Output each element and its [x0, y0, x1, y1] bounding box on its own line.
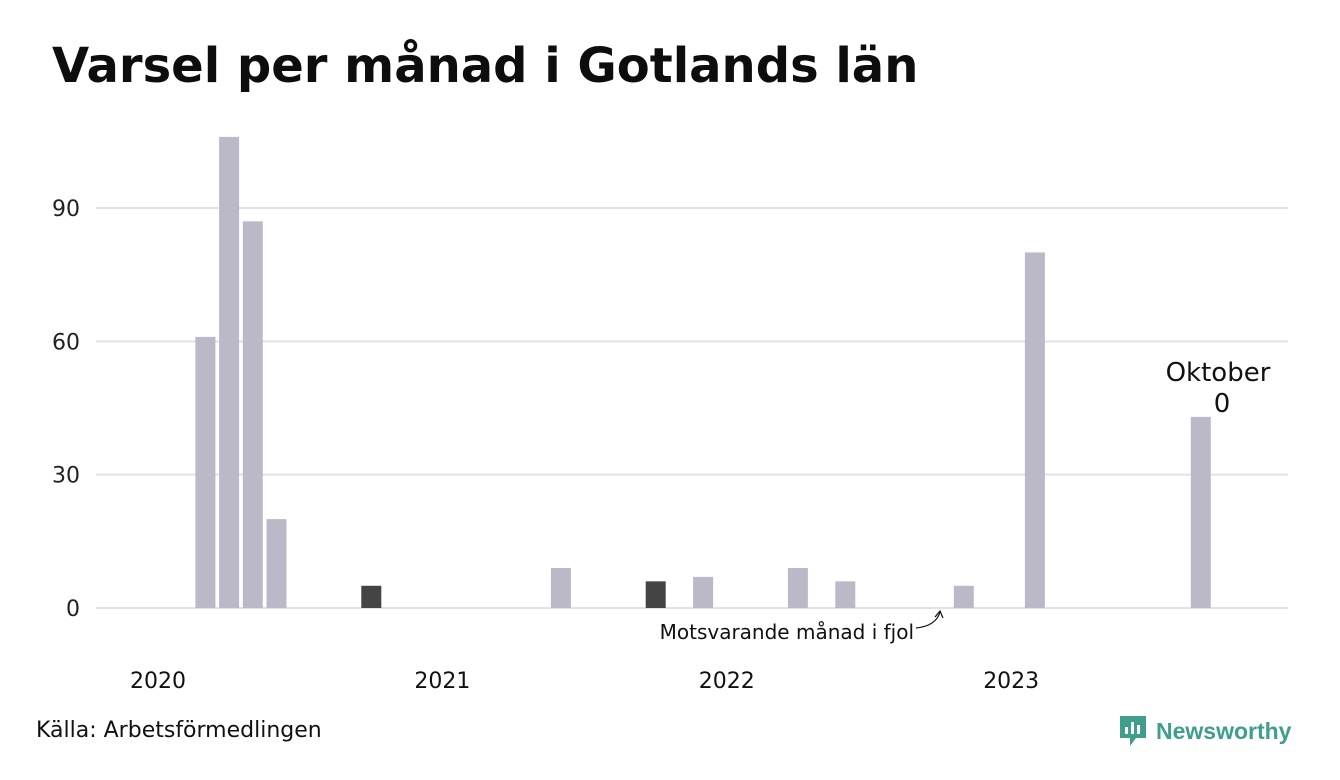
source-note: Källa: Arbetsförmedlingen	[36, 718, 322, 743]
annotation-previous-year-label: Motsvarande månad i fjol	[660, 620, 914, 644]
bar	[1024, 252, 1045, 608]
bar	[266, 519, 287, 608]
last-month-label: Oktober	[1166, 358, 1271, 388]
y-tick-label: 90	[52, 197, 80, 222]
bar	[953, 585, 974, 608]
brand-logo: Newsworthy	[1118, 714, 1291, 748]
bars	[195, 136, 1211, 609]
annotation-arrowhead	[934, 609, 944, 619]
brand-name: Newsworthy	[1156, 717, 1292, 744]
y-tick-label: 0	[66, 597, 80, 622]
bar	[835, 581, 856, 608]
bar-previous-year	[645, 581, 666, 608]
x-tick-label: 2023	[983, 669, 1039, 694]
bar	[242, 221, 263, 609]
bar	[195, 336, 216, 608]
annotation-arrow	[915, 611, 941, 629]
gridlines	[96, 207, 1288, 609]
y-tick-label: 30	[52, 464, 80, 489]
x-axis-ticks: 2020 2021 2022 2023	[130, 669, 1039, 694]
bar	[219, 136, 240, 608]
chart-title: Varsel per månad i Gotlands län	[52, 38, 919, 94]
bar	[787, 568, 808, 608]
last-month-value: 0	[1214, 389, 1231, 419]
x-tick-label: 2020	[130, 669, 186, 694]
y-tick-label: 60	[52, 330, 80, 355]
bar-previous-year	[361, 585, 382, 608]
bar	[1190, 416, 1211, 608]
bar	[693, 576, 714, 608]
x-tick-label: 2022	[699, 669, 755, 694]
bar	[550, 568, 571, 608]
annotation-last-month: Oktober 0	[1166, 358, 1271, 419]
annotation-previous-year: Motsvarande månad i fjol	[660, 609, 944, 644]
newsworthy-logo-icon	[1120, 716, 1146, 746]
y-axis-ticks: 0 30 60 90	[52, 197, 80, 622]
x-tick-label: 2021	[414, 669, 470, 694]
